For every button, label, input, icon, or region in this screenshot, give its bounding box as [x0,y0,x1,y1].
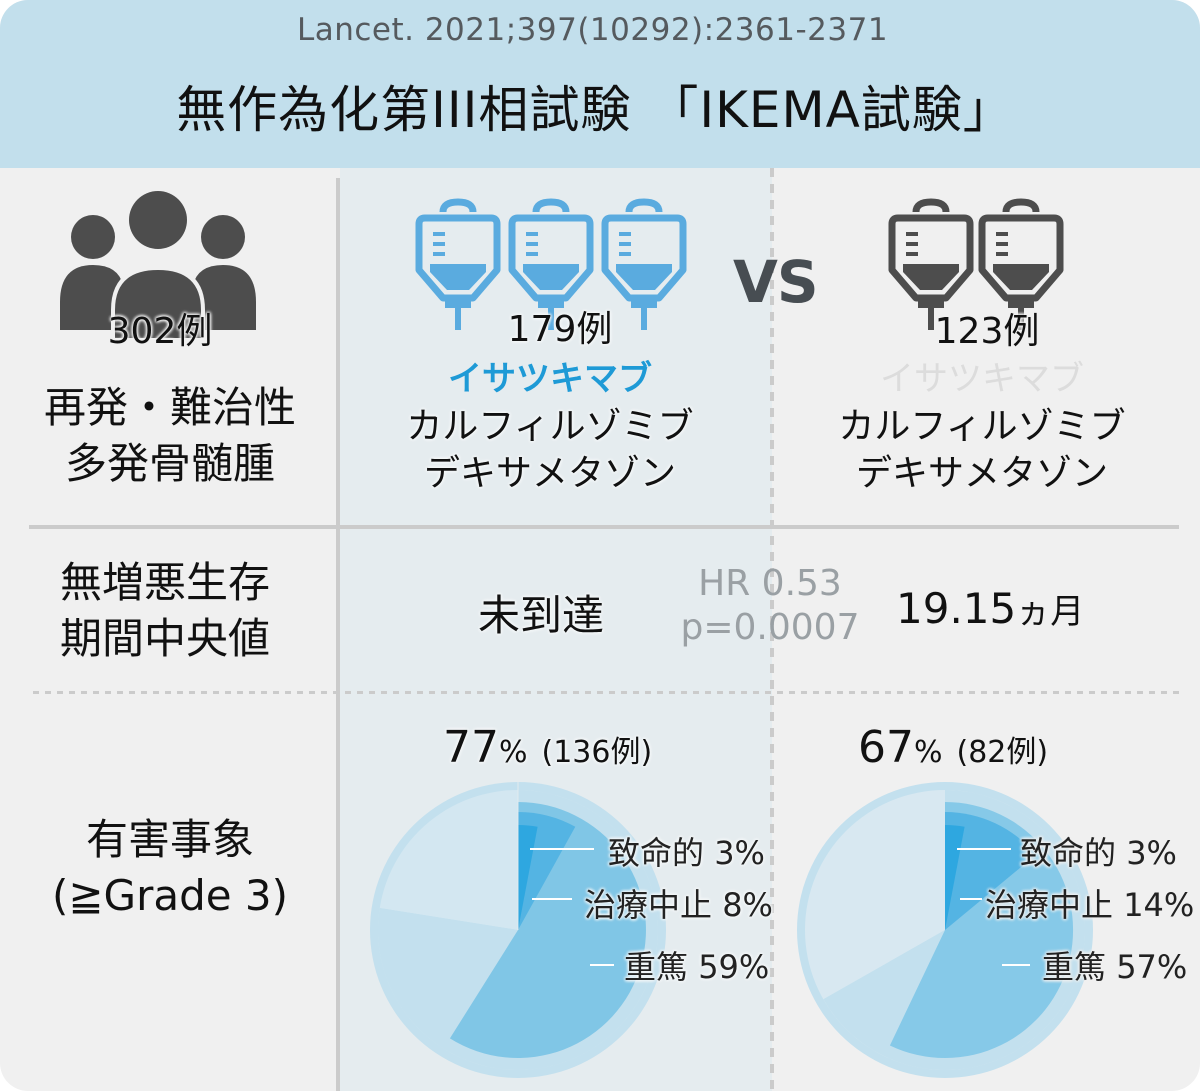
vs-label: VS [733,248,819,316]
arm1-drug-isatuximab: イサツキマブ [448,359,652,399]
arm2-discontinuation-text: 治療中止 [985,886,1114,924]
arm1-ae-pct: 77 [443,722,499,773]
arm2-serious-value: 57% [1116,948,1188,986]
arm1-drug-dexamethasone: デキサメタゾン [423,453,676,494]
arm2-regimen: イサツキマブ カルフィルゾミブ デキサメタゾン [812,356,1152,497]
arm2-fatal-label: 致命的 3% [1020,828,1177,874]
arm1-discontinuation-leader [532,898,572,900]
arm1-drug-carfilzomib: カルフィルゾミブ [406,406,694,447]
hr-value: HR 0.53 [698,563,842,604]
header-band: Lancet. 2021;397(10292):2361-2371 無作為化第I… [0,0,1200,168]
arm2-fatal-value: 3% [1126,834,1177,872]
arm2-serious-label: 重篤 57% [1042,942,1187,988]
pfs-label-line2: 期間中央値 [59,614,270,663]
arm2-drug-carfilzomib: カルフィルゾミブ [838,406,1126,447]
arm1-fatal-leader [530,848,594,850]
pfs-label-line1: 無増悪生存 [59,558,270,607]
arm1-discontinuation-value: 8% [722,886,773,924]
disease-label-line1: 再発・難治性 [43,383,296,432]
arm1-patient-count: 179例 [507,309,613,350]
arm2-serious-leader [1002,964,1030,966]
row-divider-dotted [33,691,1179,694]
ae-label: 有害事象 (≧Grade 3) [20,812,320,924]
citation: Lancet. 2021;397(10292):2361-2371 [296,12,889,48]
arm1-ae-pie-chart [370,780,666,1078]
page-title: 無作為化第III相試験 「IKEMA試験」 [176,81,1014,139]
arm2-ae-total: 67% (82例) [858,722,1048,773]
column-divider [336,178,340,1091]
disease-label-line2: 多発骨髄腫 [64,439,275,488]
arm2-pfs-number: 19.15 [896,584,1017,633]
arm2-serious-text: 重篤 [1042,948,1107,986]
row-divider [29,525,1179,529]
pfs-label: 無増悪生存 期間中央値 [20,555,310,667]
arm1-pfs-value: 未到達 [478,591,605,640]
arm2-fatal-text: 致命的 [1020,834,1117,872]
arm1-ae-total: 77% (136例) [443,722,652,773]
iv-bag-icon-group-arm1 [415,198,687,330]
arm2-drug-dexamethasone: デキサメタゾン [855,453,1108,494]
arm1-discontinuation-label: 治療中止 8% [584,880,773,926]
arm2-ae-pct: 67 [858,722,914,773]
arm1-serious-label: 重篤 59% [624,942,769,988]
arm1-ae-cases: (136例) [541,735,653,770]
arm1-regimen: イサツキマブ カルフィルゾミブ デキサメタゾン [380,356,720,497]
disease-label: 再発・難治性 多発骨髄腫 [20,380,320,492]
arm2-discontinuation-leader [960,898,982,900]
arm2-fatal-leader [957,848,1011,850]
arm2-drug-isatuximab-absent: イサツキマブ [880,359,1084,399]
arm1-ae-pct-sign: % [499,735,528,770]
arm1-serious-leader [590,964,614,966]
arm1-serious-value: 59% [698,948,770,986]
total-patient-count: 302例 [107,311,213,352]
arm2-discontinuation-value: 14% [1123,886,1195,924]
people-group-icon [60,191,256,340]
arm2-pfs-value: 19.15ヵ月 [896,584,1084,633]
arm2-ae-cases: (82例) [956,735,1049,770]
arm2-ae-pct-sign: % [914,735,943,770]
ae-label-line1: 有害事象 [85,815,254,864]
hazard-ratio: HR 0.53 p=0.0007 [660,562,880,650]
iv-bag-icon-group-arm2 [888,198,1064,330]
arm1-serious-text: 重篤 [624,948,689,986]
arm1-fatal-text: 致命的 [608,834,705,872]
arm1-fatal-label: 致命的 3% [608,828,765,874]
ae-label-line2: (≧Grade 3) [51,871,289,920]
arm1-fatal-value: 3% [714,834,765,872]
arm2-discontinuation-label: 治療中止 14% [985,880,1194,926]
arm1-discontinuation-text: 治療中止 [584,886,713,924]
p-value: p=0.0007 [680,607,860,648]
arm2-patient-count: 123例 [934,311,1040,352]
arm-divider-dashed [770,168,774,1091]
arm2-ae-pie-chart [797,782,1093,1078]
arm2-pfs-unit: ヵ月 [1016,592,1085,632]
